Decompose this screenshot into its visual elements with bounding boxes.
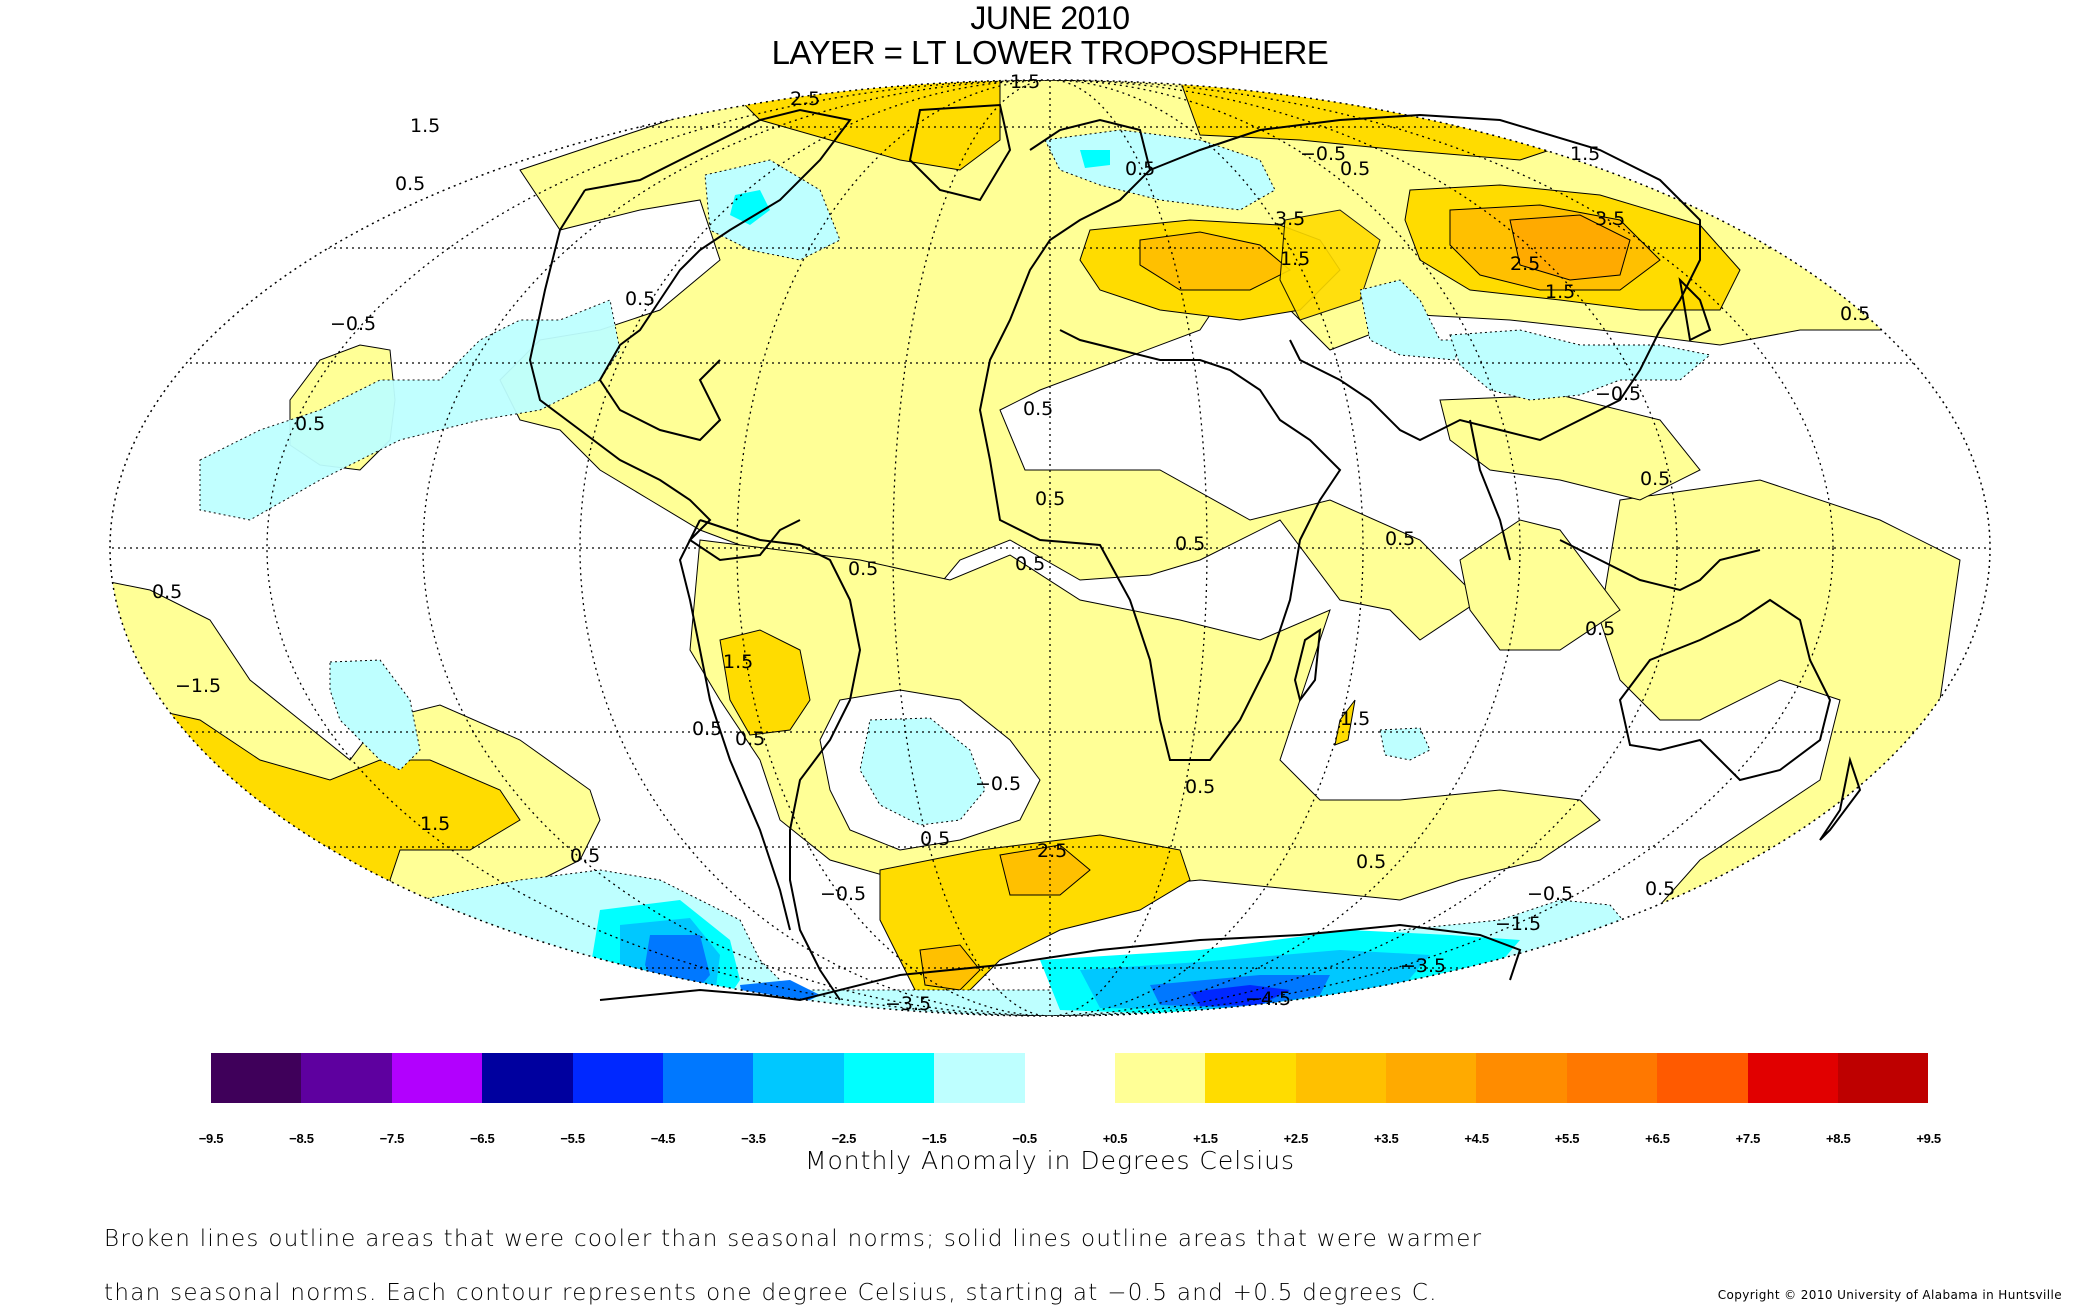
contour-label: −0.5 — [1595, 383, 1641, 405]
contour-label: −0.5 — [820, 883, 866, 905]
colorbar-tick-label: −1.5 — [921, 1131, 947, 1146]
colorbar-label: Monthly Anomaly in Degrees Celsius — [804, 1146, 1296, 1175]
contour-label: 1.5 — [420, 813, 450, 835]
colorbar-tick-label: −8.5 — [289, 1131, 314, 1146]
colorbar-swatch-cool — [753, 1053, 844, 1103]
contour-label: −3.5 — [885, 993, 931, 1015]
contour-label: 3.5 — [1595, 208, 1625, 230]
colorbar-tick-label: +5.5 — [1554, 1131, 1580, 1146]
contour-label: 0.5 — [1640, 468, 1670, 490]
colorbar-tick-label: +6.5 — [1645, 1131, 1670, 1146]
contour-label: 0.5 — [1340, 158, 1370, 180]
contour-label: 0.5 — [1185, 776, 1215, 798]
globe-outline — [109, 79, 1991, 1017]
legend-note-line-1: Broken lines outline areas that were coo… — [104, 1226, 1483, 1252]
contour-label: 0.5 — [920, 828, 950, 850]
contour-label: −0.5 — [1300, 143, 1346, 165]
colorbar-tick-label: −6.5 — [469, 1131, 495, 1146]
contour-label: 0.5 — [395, 173, 425, 195]
colorbar-swatch-warm — [1657, 1053, 1748, 1103]
contour-label: 0.5 — [1035, 488, 1065, 510]
colorbar-swatch-warm — [1205, 1053, 1296, 1103]
colorbar-tick-label: −9.5 — [198, 1131, 224, 1146]
colorbar-tick-label: −2.5 — [831, 1131, 857, 1146]
contour-label: 0.5 — [1385, 528, 1415, 550]
contour-label: 0.5 — [1015, 553, 1045, 575]
colorbar-swatch-warm — [1114, 1053, 1206, 1103]
contour-label: 3.5 — [1275, 208, 1305, 230]
colorbar-swatch-warm — [1566, 1053, 1658, 1103]
colorbar-tick-label: −4.5 — [650, 1131, 676, 1146]
contour-label: −0.5 — [330, 313, 376, 335]
graticule — [110, 80, 1990, 1016]
contour-label: 1.5 — [1340, 708, 1370, 730]
contour-label: 1.5 — [410, 115, 440, 137]
contour-label: 0.5 — [1645, 878, 1675, 900]
map-title-date: JUNE 2010 — [970, 0, 1130, 36]
contour-label: −1.5 — [1495, 913, 1541, 935]
colorbar-tick-label: −0.5 — [1012, 1131, 1037, 1146]
contour-label: −0.5 — [975, 773, 1021, 795]
colorbar-tick-label: +7.5 — [1735, 1131, 1761, 1146]
colorbar-swatch-cool — [662, 1053, 754, 1103]
colorbar-tick-label: +0.5 — [1102, 1131, 1128, 1146]
contour-label: −3.5 — [1400, 955, 1446, 977]
colorbar-swatch-warm — [1295, 1053, 1387, 1103]
colorbar-swatch-cool — [391, 1053, 483, 1103]
colorbar — [211, 1053, 1929, 1103]
contour-label: 0.5 — [152, 581, 182, 603]
colorbar-swatch-cool — [934, 1053, 1025, 1103]
colorbar-swatch-warm — [1747, 1053, 1839, 1103]
colorbar-tick-label: −3.5 — [741, 1131, 766, 1146]
colorbar-swatch-neutral — [1024, 1053, 1115, 1103]
colorbar-tick-label: +3.5 — [1373, 1131, 1399, 1146]
colorbar-tick-label: +1.5 — [1193, 1131, 1218, 1146]
copyright-notice: Copyright © 2010 University of Alabama i… — [1717, 1288, 2062, 1302]
contour-label: 2.5 — [1037, 840, 1067, 862]
colorbar-tick-label: −5.5 — [560, 1131, 585, 1146]
colorbar-swatch-cool — [843, 1053, 935, 1103]
contour-label: 2.5 — [1510, 253, 1540, 275]
legend-note-line-2: than seasonal norms. Each contour repres… — [104, 1280, 1438, 1306]
colorbar-swatch-warm — [1476, 1053, 1567, 1103]
contour-label: 0.5 — [735, 728, 765, 750]
colorbar-swatch-cool — [211, 1053, 302, 1103]
contour-label: 1.5 — [1570, 143, 1600, 165]
contour-label: 0.5 — [1840, 303, 1870, 325]
contour-label: 1.5 — [1280, 248, 1310, 270]
colorbar-swatch-cool — [301, 1053, 392, 1103]
contour-label: 1.5 — [1010, 71, 1040, 93]
contour-label: 0.5 — [1175, 533, 1205, 555]
contour-label: 0.5 — [625, 288, 655, 310]
colorbar-ticks: −9.5 −8.5 −7.5 −6.5 −5.5 −4.5 −3.5 −2.5 −1.5 −0.5… — [0, 1131, 2100, 1151]
colorbar-swatch-warm — [1386, 1053, 1477, 1103]
contour-label: 0.5 — [692, 718, 722, 740]
colorbar-tick-label: +8.5 — [1825, 1131, 1851, 1146]
contour-label: 0.5 — [1023, 398, 1053, 420]
colorbar-swatch-warm — [1838, 1053, 1929, 1103]
contour-label: −1.5 — [175, 675, 221, 697]
contour-label: −4.5 — [1245, 988, 1291, 1010]
contour-label: 1.5 — [723, 651, 753, 673]
colorbar-swatch-cool — [482, 1053, 573, 1103]
colorbar-swatch-cool — [572, 1053, 663, 1103]
contour-label: 0.5 — [570, 845, 600, 867]
contour-label: 1.5 — [1545, 281, 1575, 303]
colorbar-tick-label: +9.5 — [1916, 1131, 1941, 1146]
contour-label: 0.5 — [1585, 618, 1615, 640]
colorbar-tick-label: −7.5 — [379, 1131, 405, 1146]
contour-label: 0.5 — [848, 558, 878, 580]
colorbar-tick-label: +4.5 — [1464, 1131, 1489, 1146]
contour-label: 0.5 — [1125, 158, 1155, 180]
contour-label: 2.5 — [790, 88, 820, 110]
contour-labels: 2.51.51.50.50.5−0.50.50.50.50.50.50.5−0.… — [152, 71, 1870, 1015]
map-title-layer: LAYER = LT LOWER TROPOSPHERE — [771, 34, 1329, 71]
contour-label: 0.5 — [1356, 851, 1386, 873]
colorbar-tick-label: +2.5 — [1283, 1131, 1309, 1146]
coastlines — [528, 103, 1862, 1002]
contour-label: −0.5 — [1527, 883, 1573, 905]
contour-label: 0.5 — [295, 413, 325, 435]
